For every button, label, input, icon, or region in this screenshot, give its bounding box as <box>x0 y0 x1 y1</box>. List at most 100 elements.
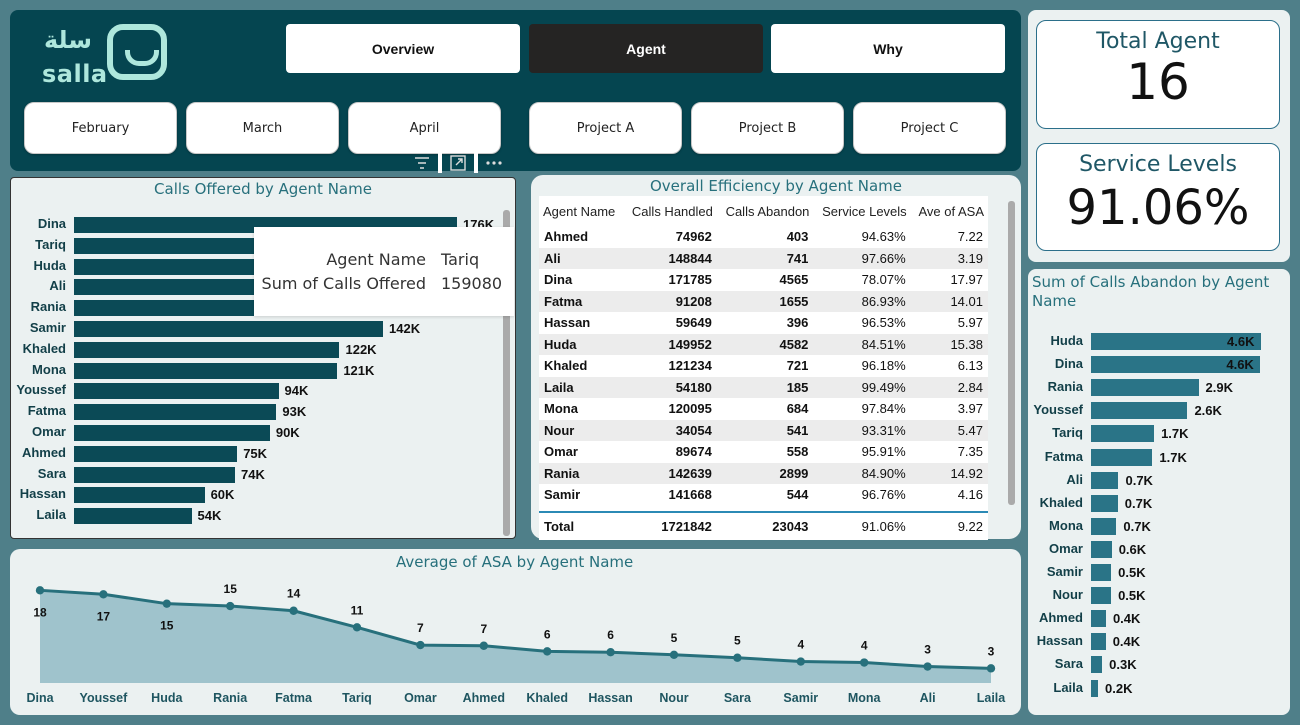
bar[interactable] <box>1091 656 1103 674</box>
asa-point[interactable] <box>733 653 742 662</box>
asa-point[interactable] <box>352 623 362 632</box>
asa-point[interactable] <box>289 606 298 615</box>
project-slicer-b[interactable]: Project B <box>691 102 844 154</box>
table-cell: Khaled <box>539 355 624 377</box>
table-row[interactable]: Ahmed 74962 403 94.63% 7.22 <box>539 226 988 248</box>
data-label: 4.6K <box>1227 334 1255 349</box>
focus-mode-icon[interactable] <box>450 155 466 171</box>
bar[interactable] <box>74 341 340 358</box>
bar[interactable] <box>1091 494 1118 512</box>
table-row[interactable]: Dina 171785 4565 78.07% 17.97 <box>539 269 988 291</box>
month-slicer-march[interactable]: March <box>186 102 339 154</box>
asa-point[interactable] <box>606 648 615 657</box>
table-row[interactable]: Laila 54180 185 99.49% 2.84 <box>539 376 988 398</box>
asa-point[interactable] <box>860 658 869 667</box>
asa-point[interactable] <box>923 662 932 671</box>
bar[interactable] <box>1091 333 1261 350</box>
asa-point[interactable] <box>416 640 425 650</box>
table-row[interactable]: Rania 142639 2899 84.90% 14.92 <box>539 462 988 484</box>
nav-why-button[interactable]: Why <box>771 24 1005 73</box>
filter-icon[interactable] <box>414 156 430 170</box>
column-header[interactable]: Service Levels <box>813 196 911 226</box>
asa-x-tick-label: Sara <box>724 691 752 705</box>
asa-chart[interactable]: Average of ASA by Agent Name 18 Dina 17 You… <box>10 549 1021 715</box>
table-row[interactable]: Nour 34054 541 93.31% 5.47 <box>539 419 988 441</box>
table-row[interactable]: Hassan 59649 396 96.53% 5.97 <box>539 312 988 334</box>
bar-label: Khaled <box>22 340 66 356</box>
efficiency-scrollbar[interactable] <box>1008 201 1015 505</box>
bar-label: Mona <box>32 361 66 377</box>
bar[interactable] <box>74 425 270 441</box>
table-cell: 120095 <box>623 398 717 420</box>
bar[interactable] <box>74 466 236 483</box>
asa-point[interactable] <box>669 650 679 659</box>
table-row[interactable]: Omar 89674 558 95.91% 7.35 <box>539 441 988 463</box>
column-header[interactable]: Agent Name <box>539 196 624 226</box>
bar[interactable] <box>1091 540 1112 558</box>
asa-data-label: 15 <box>224 582 238 596</box>
asa-point[interactable] <box>986 664 996 673</box>
asa-point[interactable] <box>99 590 108 599</box>
tooltip-key-calls: Sum of Calls Offered <box>261 274 426 293</box>
bar[interactable] <box>1091 425 1155 443</box>
data-label: 60K <box>210 487 235 503</box>
bar-label: Dina <box>1054 356 1083 372</box>
month-slicer-february[interactable]: February <box>24 102 177 154</box>
month-slicer-april[interactable]: April <box>348 102 501 154</box>
table-cell: 684 <box>716 398 814 420</box>
bar[interactable] <box>74 487 205 504</box>
bar[interactable] <box>1091 587 1112 605</box>
table-row[interactable]: Khaled 121234 721 96.18% 6.13 <box>539 355 988 377</box>
column-header[interactable]: Ave of ASA <box>910 196 988 226</box>
asa-data-label: 11 <box>351 603 364 617</box>
data-label: 0.3K <box>1109 657 1137 673</box>
bar[interactable] <box>1091 679 1098 697</box>
nav-overview-button[interactable]: Overview <box>286 24 520 73</box>
bar[interactable] <box>1091 402 1188 420</box>
table-cell: 94.63% <box>813 226 911 248</box>
bar[interactable] <box>74 445 238 462</box>
table-row[interactable]: Mona 120095 684 97.84% 3.97 <box>539 398 988 420</box>
table-row[interactable]: Huda 149952 4582 84.51% 15.38 <box>539 333 988 355</box>
bar[interactable] <box>1091 471 1119 489</box>
asa-point[interactable] <box>543 647 552 656</box>
bar[interactable] <box>74 362 338 379</box>
asa-point[interactable] <box>35 586 45 595</box>
bar[interactable] <box>74 383 279 400</box>
bar[interactable] <box>74 321 383 337</box>
table-cell: 17.97 <box>910 269 988 291</box>
bar[interactable] <box>74 404 277 421</box>
table-row[interactable]: Fatma 91208 1655 86.93% 14.01 <box>539 290 988 312</box>
bar[interactable] <box>1091 379 1199 397</box>
project-slicer-c[interactable]: Project C <box>853 102 1006 154</box>
table-cell: 54180 <box>623 376 717 398</box>
calls-offered-scrollbar[interactable] <box>503 210 510 536</box>
table-row[interactable]: Samir 141668 544 96.76% 4.16 <box>539 484 988 506</box>
table-cell: Nour <box>539 419 624 441</box>
bar[interactable] <box>1091 356 1261 374</box>
bar[interactable] <box>74 508 192 525</box>
bar[interactable] <box>1091 633 1106 651</box>
asa-point[interactable] <box>162 599 171 608</box>
toolbar-divider <box>438 153 442 173</box>
project-slicer-a[interactable]: Project A <box>529 102 682 154</box>
asa-point[interactable] <box>226 601 235 611</box>
asa-point[interactable] <box>479 641 488 650</box>
bar[interactable] <box>1091 610 1106 628</box>
calls-abandon-chart[interactable]: Sum of Calls Abandon by Agent Name Huda 4… <box>1028 269 1290 715</box>
column-header[interactable]: Calls Handled <box>623 196 717 226</box>
table-cell: 5.97 <box>910 312 988 334</box>
logo-text: salla <box>42 60 108 88</box>
table-row[interactable]: Ali 148844 741 97.66% 3.19 <box>539 247 988 269</box>
table-cell: 3.19 <box>910 247 988 269</box>
table-cell: 84.90% <box>813 462 911 484</box>
nav-agent-button[interactable]: Agent <box>529 24 763 73</box>
more-options-icon[interactable] <box>486 160 502 166</box>
table-header-row: Agent Name Calls Handled Calls Abandon S… <box>539 196 988 226</box>
asa-point[interactable] <box>796 657 805 666</box>
bar[interactable] <box>1091 448 1153 466</box>
asa-data-label: 18 <box>33 605 47 619</box>
bar[interactable] <box>1091 517 1117 535</box>
column-header[interactable]: Calls Abandon <box>716 196 814 226</box>
bar[interactable] <box>1091 564 1112 581</box>
